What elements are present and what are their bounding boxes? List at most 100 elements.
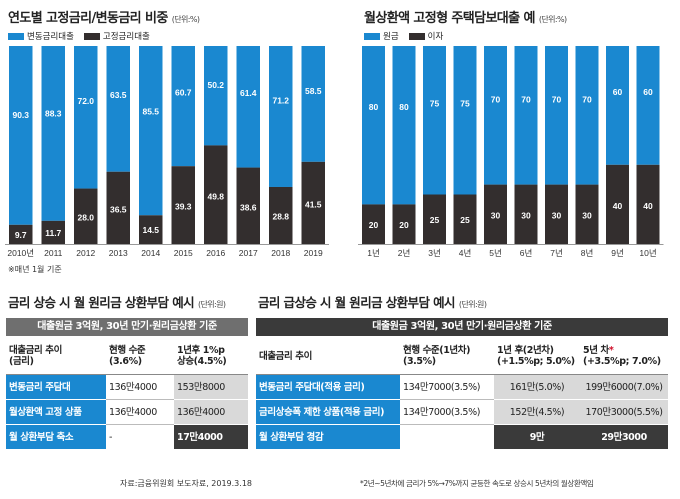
left-bar-고정금리대출	[269, 186, 293, 244]
right-bar-이자	[392, 204, 416, 244]
right-bar-이자	[606, 164, 629, 244]
right-tick-label: 9년	[611, 248, 624, 258]
left-data-label: 28.8	[272, 212, 289, 222]
right-stacked-bar-chart: 80 20 1년 80 20 2년 75 25 3년 75 25 4년 70 30 5년 70 30 6년 70 30…	[358, 46, 664, 258]
table2-header-1: 현행 수준(1년차) (3.5%)	[400, 338, 494, 375]
legend-label-floating: 변동금리대출	[27, 32, 74, 42]
table1-band: 대출원금 3억원, 30년 만기·원리금상환 기준	[6, 318, 248, 336]
left-bar-고정금리대출	[41, 220, 65, 244]
right-bar-원금	[392, 46, 416, 205]
right-bar-이자	[575, 184, 599, 244]
table2-cell: 134만7000(3.5%)	[400, 399, 494, 425]
left-data-label: 85.5	[142, 106, 159, 116]
left-data-label: 71.2	[272, 96, 289, 106]
left-tick-label: 2014	[141, 248, 160, 258]
table1-cell: 136만4000	[174, 399, 248, 425]
right-data-label: 70	[582, 95, 592, 105]
table2: 대출금리 추이 현행 수준(1년차) (3.5%) 1년 후(2년차) (+1.5%…	[256, 338, 668, 449]
left-bar-변동금리대출	[269, 46, 293, 187]
left-bar-변동금리대출	[41, 46, 65, 221]
table-row: 월 상환부담 축소 - 17만4000	[6, 424, 248, 449]
left-chart-footnote: ※매년 1월 기준	[8, 265, 62, 274]
table2-cell: 월 상환부담 경감	[256, 424, 400, 449]
table2-cell: 29만3000	[580, 424, 668, 449]
right-bar-원금	[453, 46, 477, 195]
right-data-label: 40	[643, 201, 653, 211]
right-bar-이자	[514, 184, 538, 244]
table2-cell: 변동금리 주담대(적용 금리)	[256, 374, 400, 400]
right-bar-이자	[636, 164, 660, 244]
table2-cell: 134만7000(3.5%)	[400, 374, 494, 400]
left-data-label: 60.7	[175, 88, 192, 98]
right-data-label: 25	[460, 215, 470, 225]
table1: 대출금리 추이 (금리) 현행 수준 (3.6%) 1년후 1%p 상승(4.5%) …	[6, 338, 248, 449]
right-data-label: 20	[369, 220, 379, 230]
right-bar-원금	[514, 46, 538, 185]
table2-cell: 199만6000(7.0%)	[580, 374, 668, 400]
table2-cell: 금리상승폭 제한 상품(적용 금리)	[256, 399, 400, 425]
left-data-label: 58.5	[305, 86, 322, 96]
table2-cell	[400, 424, 494, 449]
right-data-label: 75	[460, 98, 470, 108]
left-bar-변동금리대출	[171, 46, 195, 167]
left-tick-label: 2015	[174, 248, 193, 258]
right-tick-label: 2년	[398, 248, 411, 258]
table-row: 월 상환부담 경감 9만 29만3000	[256, 424, 668, 449]
left-bar-고정금리대출	[204, 145, 228, 244]
table1-cell: -	[106, 424, 174, 449]
left-bar-고정금리대출	[74, 188, 98, 244]
left-bar-변동금리대출	[74, 46, 98, 189]
left-data-label: 38.6	[240, 202, 257, 212]
legend-label-principal: 원금	[383, 32, 399, 42]
left-tick-label: 2019	[304, 248, 323, 258]
right-data-label: 70	[491, 95, 501, 105]
right-tick-label: 5년	[489, 248, 502, 258]
table2-band: 대출원금 3억원, 30년 만기·원리금상환 기준	[256, 318, 668, 336]
right-bar-이자	[362, 204, 385, 244]
table2-title: 금리 급상승 시 월 원리금 상환부담 예시 (단위:원)	[258, 295, 487, 310]
left-stacked-bar-chart: 90.3 9.7 2010년 88.3 11.7 2011 72.0 28.0 2012 63.5…	[5, 46, 329, 258]
left-data-label: 11.7	[45, 228, 61, 238]
table-row: 변동금리 주담대(적용 금리) 134만7000(3.5%) 161만(5.0%…	[256, 374, 668, 400]
right-chart-unit: (단위:%)	[538, 15, 567, 24]
right-bar-원금	[362, 46, 385, 205]
left-data-label: 63.5	[110, 90, 127, 100]
left-bar-변동금리대출	[139, 46, 163, 216]
right-data-label: 20	[399, 220, 409, 230]
right-data-label: 30	[552, 210, 562, 220]
left-tick-label: 2017	[239, 248, 258, 258]
left-tick-label: 2011	[44, 248, 63, 258]
table-row: 금리상승폭 제한 상품(적용 금리) 134만7000(3.5%) 152만(4…	[256, 399, 668, 425]
left-data-label: 39.3	[175, 202, 192, 212]
left-bar-변동금리대출	[9, 46, 33, 225]
right-bar-이자	[453, 194, 477, 244]
table2-footnote: *2년~5년차에 금리가 5%→7%까지 균등한 속도로 상승시 5년차의 월상…	[360, 479, 594, 488]
right-bar-원금	[606, 46, 629, 165]
legend-label-fixed: 고정금리대출	[102, 32, 150, 42]
table2-cell: 170만3000(5.5%)	[580, 399, 668, 425]
right-data-label: 30	[582, 210, 592, 220]
table1-cell: 17만4000	[174, 424, 248, 449]
left-data-label: 61.4	[240, 88, 257, 98]
right-data-label: 80	[369, 102, 379, 112]
left-bar-고정금리대출	[106, 171, 130, 244]
right-tick-label: 4년	[459, 248, 472, 258]
legend-swatch-fixed	[83, 32, 100, 40]
left-data-label: 41.5	[305, 200, 322, 210]
table1-cell: 136만4000	[106, 399, 174, 425]
table-row: 변동금리 주담대 136만4000 153만8000	[6, 374, 248, 400]
right-bar-이자	[484, 184, 507, 244]
left-data-label: 90.3	[12, 110, 29, 120]
left-bar-고정금리대출	[301, 161, 325, 244]
table1-cell: 월상환액 고정 상품	[6, 399, 106, 425]
left-data-label: 50.2	[207, 80, 224, 90]
right-bar-이자	[545, 184, 568, 244]
left-tick-label: 2016	[206, 248, 225, 258]
right-chart-title: 월상환액 고정형 주택담보대출 예 (단위:%)	[364, 11, 567, 26]
right-bar-원금	[636, 46, 660, 165]
left-data-label: 49.8	[207, 192, 224, 202]
right-bar-원금	[545, 46, 568, 185]
table1-header-0: 대출금리 추이 (금리)	[6, 338, 106, 375]
right-bar-원금	[484, 46, 507, 185]
left-chart-unit: (단위:%)	[171, 15, 200, 24]
